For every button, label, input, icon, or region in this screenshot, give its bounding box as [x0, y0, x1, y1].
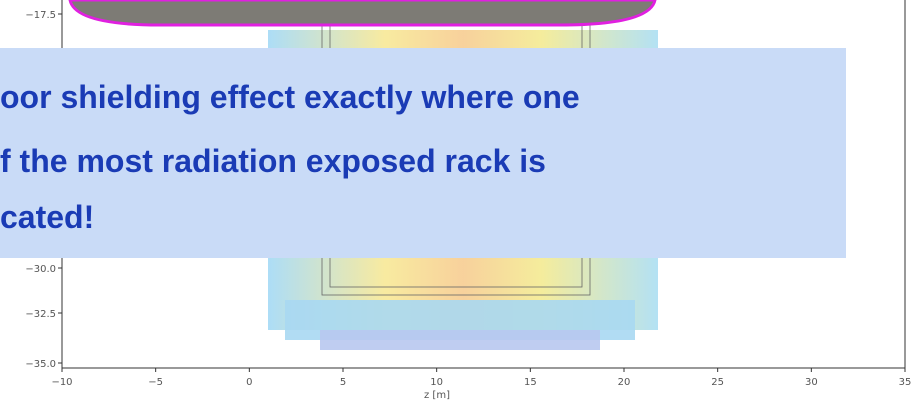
x-tick-label: −10 [51, 377, 72, 388]
callout-line: cated! [0, 199, 94, 235]
x-tick-label: 30 [805, 377, 818, 388]
callout-line: f the most radiation exposed rack is [0, 143, 546, 179]
y-tick-label: −35.0 [25, 359, 56, 370]
x-tick-label: 25 [711, 377, 724, 388]
y-ticks: −17.5 −30.0 −32.5 −35.0 [25, 10, 62, 370]
x-ticks: −10 −5 0 5 10 15 20 25 30 35 [51, 368, 911, 388]
x-tick-label: 10 [430, 377, 443, 388]
callout-line: oor shielding effect exactly where one [0, 79, 580, 115]
x-tick-label: 35 [899, 377, 912, 388]
y-tick-label: −32.5 [25, 309, 56, 320]
photo-inset [68, 0, 657, 27]
x-tick-label: 5 [340, 377, 346, 388]
x-tick-label: 15 [524, 377, 537, 388]
y-tick-label: −17.5 [25, 10, 56, 21]
x-tick-label: −5 [148, 377, 163, 388]
callout-box [0, 48, 846, 258]
x-tick-label: 20 [618, 377, 631, 388]
y-tick-label: −30.0 [25, 264, 56, 275]
x-tick-label: 0 [246, 377, 252, 388]
x-axis-label: z [m] [424, 390, 450, 401]
